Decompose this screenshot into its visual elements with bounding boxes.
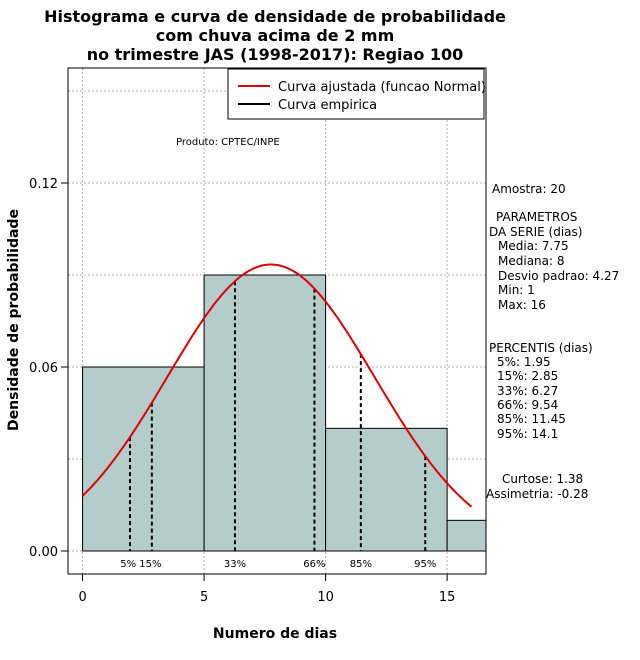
legend-label-normal-curve: Curva ajustada (funcao Normal): [278, 80, 486, 95]
percentile-label: 95%: [414, 559, 436, 570]
product-annotation: Produto: CPTEC/INPE: [176, 137, 280, 148]
chart-title: Histograma e curva de densidade de proba…: [44, 7, 506, 64]
stats-line: DA SERIE (dias): [489, 225, 582, 239]
stats-line: 95%: 14.1: [497, 427, 558, 441]
percentile-lines: 33% 66% 85% 95% 5% 15%: [120, 281, 436, 570]
stats-line: Mediana: 8: [498, 254, 565, 268]
stats-line: Max: 16: [498, 298, 546, 312]
stats-line: 15%: 2.85: [497, 369, 558, 383]
histogram-bars: [82, 274, 487, 552]
title-line: com chuva acima de 2 mm: [156, 26, 395, 45]
x-axis-label: Numero de dias: [213, 626, 337, 642]
stats-line: Desvio padrao: 4.27: [498, 269, 619, 283]
y-axis-label: Densidade de probabilidade: [6, 209, 22, 431]
title-line: Histograma e curva de densidade de proba…: [44, 7, 506, 26]
percentile-label: 85%: [350, 559, 372, 570]
normal-density-curve: [81, 263, 473, 508]
stats-line: 66%: 9.54: [497, 398, 558, 412]
percentile-label: 33%: [224, 559, 246, 570]
stats-line: 33%: 6.27: [497, 384, 558, 398]
histogram-bar: [446, 519, 487, 552]
legend-box: [227, 68, 485, 120]
stats-line: PERCENTIS (dias): [489, 341, 593, 355]
axes: 0 5 10 15 0.00 0.06 0.12: [29, 177, 455, 605]
stats-line: PARAMETROS: [496, 210, 577, 224]
x-tick-label: 10: [317, 590, 334, 605]
histogram-bar: [325, 427, 448, 552]
x-tick-label: 5: [200, 590, 208, 605]
histogram-bar: [203, 274, 327, 552]
x-tick-label: 15: [439, 590, 456, 605]
legend: Curva ajustada (funcao Normal) Curva emp…: [227, 68, 486, 120]
histogram-bar: [82, 366, 205, 552]
y-tick-label: 0.06: [29, 361, 58, 376]
title-line: no trimestre JAS (1998-2017): Regiao 100: [87, 45, 464, 64]
y-tick-label: 0.12: [29, 177, 58, 192]
stats-line: Min: 1: [498, 283, 535, 297]
x-tick-label: 0: [78, 590, 86, 605]
stats-line: Curtose: 1.38: [502, 472, 583, 486]
stats-line: Media: 7.75: [498, 239, 569, 253]
percentile-label-5-15: 5% 15%: [120, 559, 161, 570]
stats-line: Assimetria: -0.28: [486, 487, 588, 501]
percentile-label: 66%: [303, 559, 325, 570]
stats-line: 5%: 1.95: [497, 355, 551, 369]
stats-line: 85%: 11.45: [497, 412, 566, 426]
stats-line: Amostra: 20: [492, 182, 566, 196]
y-tick-label: 0.00: [29, 545, 58, 560]
legend-label-empirical-curve: Curva empirica: [278, 98, 377, 113]
